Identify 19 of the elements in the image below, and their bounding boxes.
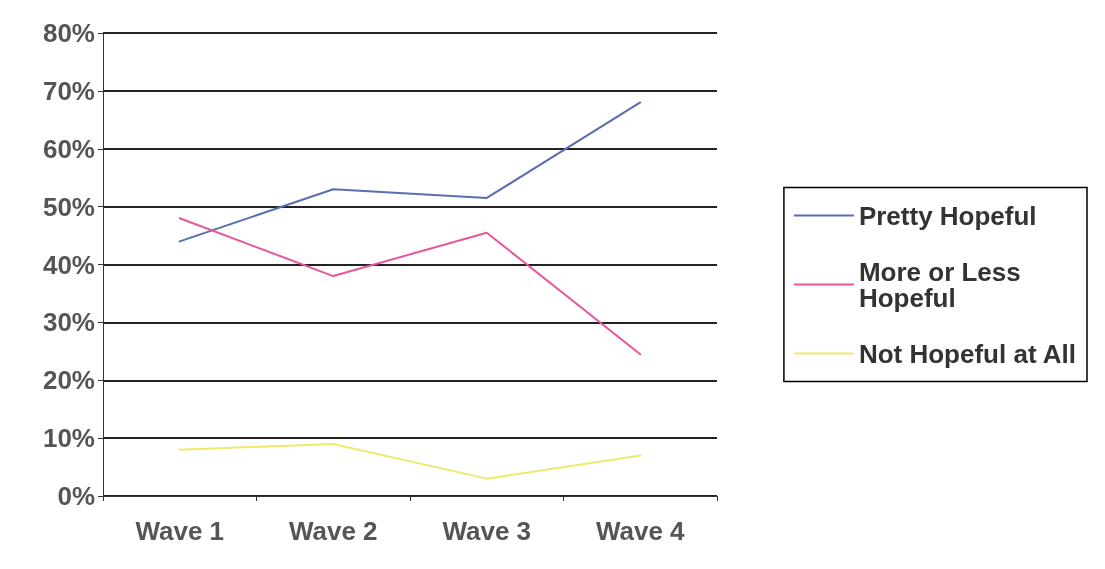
y-tick-label: 60% — [42, 133, 95, 164]
line-series — [178, 442, 642, 480]
legend-label: Pretty Hopeful — [858, 200, 1037, 231]
y-tick-label: 70% — [42, 75, 95, 106]
x-tick-label: Wave 2 — [288, 516, 378, 546]
legend-label: Not Hopeful at All — [858, 338, 1077, 369]
y-tick-label: 10% — [42, 423, 95, 454]
y-tick-label: 20% — [42, 365, 95, 396]
x-tick-label: Wave 3 — [442, 516, 532, 546]
y-tick-label: 40% — [42, 249, 95, 280]
y-tick-label: 50% — [42, 191, 95, 222]
line-series — [178, 101, 642, 243]
y-tick-label: 30% — [42, 307, 95, 338]
y-tick-label: 0% — [57, 481, 95, 511]
y-tick-label: 80% — [42, 18, 95, 48]
x-tick-label: Wave 4 — [595, 516, 686, 546]
line-series — [178, 217, 642, 356]
legend-label: More or Less Hopeful — [858, 256, 1028, 313]
x-tick-label: Wave 1 — [135, 516, 225, 546]
